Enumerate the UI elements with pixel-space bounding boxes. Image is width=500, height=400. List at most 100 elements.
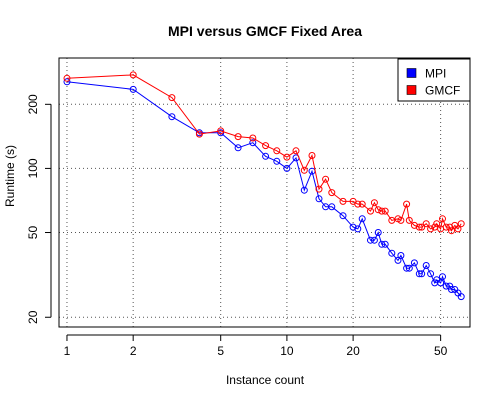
- data-point-mpi: [354, 225, 362, 233]
- legend-label-gmcf: GMCF: [425, 84, 460, 98]
- y-tick-label: 20: [26, 310, 40, 324]
- data-point-mpi: [437, 279, 445, 287]
- data-point-gmcf: [339, 197, 347, 205]
- data-point-gmcf: [292, 147, 300, 155]
- series-mpi: [63, 78, 465, 301]
- data-point-gmcf: [249, 134, 257, 142]
- data-point-mpi: [422, 262, 430, 269]
- data-point-mpi: [234, 144, 242, 152]
- x-tick-label: 10: [280, 344, 294, 358]
- data-point-gmcf: [195, 130, 203, 138]
- data-point-mpi: [442, 282, 450, 290]
- chart-title: MPI versus GMCF Fixed Area: [168, 23, 362, 39]
- data-point-mpi: [415, 270, 423, 278]
- x-tick-label: 1: [64, 344, 71, 358]
- data-point-mpi: [448, 286, 455, 293]
- data-point-mpi: [262, 152, 270, 160]
- data-point-gmcf: [439, 215, 446, 223]
- data-point-gmcf: [448, 227, 455, 235]
- data-point-gmcf: [129, 71, 137, 79]
- data-point-mpi: [370, 236, 378, 244]
- data-point-mpi: [381, 240, 389, 248]
- legend-swatch-mpi: [406, 68, 417, 78]
- data-point-mpi: [168, 113, 176, 121]
- data-point-gmcf: [315, 185, 323, 193]
- data-point-mpi: [273, 157, 281, 165]
- data-point-mpi: [378, 240, 386, 248]
- series-gmcf: [63, 71, 465, 235]
- data-point-gmcf: [378, 207, 386, 215]
- series-line-mpi: [66, 81, 462, 297]
- data-point-gmcf: [262, 142, 270, 150]
- data-point-mpi: [358, 215, 366, 223]
- data-point-mpi: [405, 264, 413, 272]
- data-point-gmcf: [403, 200, 411, 208]
- series-line-gmcf: [66, 74, 462, 232]
- data-point-gmcf: [433, 220, 441, 228]
- y-tick-label: 200: [26, 94, 40, 114]
- data-point-gmcf: [418, 223, 426, 231]
- x-tick-label: 20: [346, 344, 360, 358]
- data-point-mpi: [300, 186, 308, 194]
- data-point-gmcf: [322, 175, 330, 183]
- y-axis: 20 50 100 200: [26, 94, 52, 324]
- data-point-mpi: [249, 139, 257, 147]
- x-axis-label: Instance count: [226, 373, 305, 387]
- data-point-gmcf: [63, 74, 71, 82]
- data-point-mpi: [403, 264, 411, 272]
- data-point-gmcf: [283, 153, 291, 161]
- data-point-gmcf: [370, 199, 378, 207]
- data-point-mpi: [315, 195, 323, 203]
- data-point-gmcf: [410, 221, 418, 229]
- data-point-gmcf: [273, 147, 281, 155]
- data-point-gmcf: [427, 225, 435, 233]
- data-point-gmcf: [328, 189, 336, 197]
- data-point-gmcf: [397, 216, 405, 224]
- data-point-mpi: [374, 229, 382, 236]
- data-point-gmcf: [454, 225, 462, 233]
- data-point-gmcf: [415, 223, 423, 231]
- plot-frame: [58, 57, 471, 328]
- data-point-gmcf: [367, 207, 374, 215]
- data-point-mpi: [328, 203, 336, 211]
- grid: [59, 58, 470, 327]
- x-axis: 1 2 5 10 20 50: [64, 334, 448, 358]
- data-point-mpi: [410, 259, 418, 267]
- data-point-gmcf: [457, 220, 465, 228]
- data-point-gmcf: [354, 200, 362, 208]
- data-point-mpi: [397, 252, 405, 259]
- data-point-gmcf: [300, 166, 308, 174]
- data-point-mpi: [427, 270, 435, 278]
- data-point-mpi: [283, 164, 291, 172]
- series-layer: [63, 71, 465, 301]
- data-point-mpi: [217, 129, 225, 137]
- data-point-mpi: [129, 85, 137, 93]
- data-point-mpi: [339, 212, 347, 220]
- data-point-gmcf: [374, 206, 382, 214]
- x-tick-label: 50: [434, 344, 448, 358]
- data-point-gmcf: [217, 127, 225, 135]
- legend-label-mpi: MPI: [425, 67, 446, 81]
- legend: MPI GMCF: [397, 58, 471, 102]
- y-axis-label: Runtime (s): [3, 145, 17, 207]
- data-point-mpi: [457, 293, 465, 301]
- data-point-mpi: [388, 249, 396, 257]
- data-point-mpi: [418, 270, 426, 278]
- data-point-gmcf: [308, 152, 316, 159]
- data-point-mpi: [439, 273, 446, 281]
- data-point-gmcf: [234, 133, 242, 141]
- data-point-gmcf: [388, 216, 396, 224]
- data-point-gmcf: [422, 220, 430, 228]
- legend-swatch-gmcf: [406, 85, 417, 95]
- data-point-gmcf: [442, 223, 450, 231]
- data-point-mpi: [349, 223, 357, 231]
- data-point-gmcf: [168, 94, 176, 102]
- data-point-mpi: [446, 282, 454, 290]
- x-tick-label: 5: [217, 344, 224, 358]
- data-point-gmcf: [405, 216, 413, 224]
- data-point-mpi: [367, 236, 374, 244]
- data-point-gmcf: [381, 207, 389, 215]
- data-point-gmcf: [358, 200, 366, 208]
- y-tick-label: 100: [26, 158, 40, 178]
